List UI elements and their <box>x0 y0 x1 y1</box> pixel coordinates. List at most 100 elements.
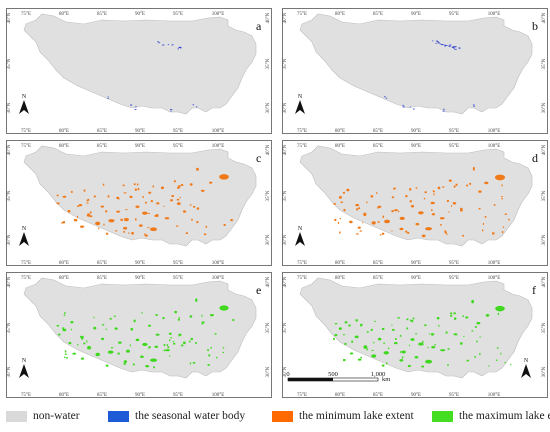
minimum-lake <box>452 201 457 205</box>
minimum-lake <box>415 222 420 226</box>
maximum-lake-small <box>471 330 474 332</box>
legend-label: the minimum lake extent <box>299 410 414 422</box>
maximum-lake-small <box>333 338 335 340</box>
seasonal-water-body <box>472 105 476 107</box>
seasonal-water-body <box>451 47 454 48</box>
minimum-lake-small <box>337 221 340 224</box>
seasonal-water-body <box>130 104 132 106</box>
maximum-lake <box>101 337 105 341</box>
lat-tick-right: 30°N <box>542 102 547 113</box>
seasonal-water-body <box>448 44 451 46</box>
maximum-lake-small <box>397 317 400 319</box>
lat-tick-left: 35°N <box>7 322 12 333</box>
lon-tick-bottom: 95°E <box>173 261 183 266</box>
seasonal-water-body <box>442 110 445 112</box>
lat-tick-left: 30°N <box>283 366 288 377</box>
maximum-lake <box>476 321 481 325</box>
lon-tick-top: 100°E <box>212 144 225 149</box>
legend: non-water the seasonal water body the mini… <box>0 400 550 432</box>
seasonal-water-body <box>455 46 457 48</box>
seasonal-water-body <box>449 44 452 46</box>
minimum-lake-small <box>432 190 436 193</box>
minimum-lake <box>100 205 104 208</box>
lat-tick-right: 35°N <box>542 190 547 201</box>
minimum-lake-small <box>105 210 108 213</box>
maximum-lake <box>406 327 409 330</box>
maximum-lake-small <box>366 331 369 333</box>
seasonal-water-body <box>437 42 440 44</box>
maximum-lake <box>135 338 140 342</box>
maximum-lake <box>445 331 448 334</box>
maximum-lake-small <box>102 324 105 326</box>
minimum-lake-small <box>405 230 408 233</box>
maximum-lake <box>334 334 338 337</box>
lon-tick-bottom: 90°E <box>135 129 145 134</box>
maximum-lake-small <box>447 363 449 367</box>
map-svg-b: 75°E 75°E 80°E 80°E 85°E 85°E 90°E 90°E 95°E 95°E… <box>282 8 548 134</box>
lon-tick-top: 95°E <box>173 276 183 281</box>
minimum-lake-small <box>409 200 412 203</box>
minimum-lake <box>170 199 174 202</box>
minimum-lake-small <box>433 193 435 196</box>
minimum-lake-small <box>193 205 196 208</box>
seasonal-water-body <box>435 40 438 42</box>
lat-tick-right: 40°N <box>266 12 271 23</box>
north-label: N <box>22 94 27 100</box>
lat-tick-left: 35°N <box>7 190 12 201</box>
panel-label: e <box>256 283 261 297</box>
maximum-lake <box>95 352 100 357</box>
minimum-lake-small <box>362 222 364 224</box>
maximum-lake-small <box>496 359 498 361</box>
lon-tick-top: 95°E <box>173 144 183 149</box>
minimum-lake <box>164 217 170 220</box>
maximum-lake-small <box>406 318 409 321</box>
maximum-lake-small <box>117 352 120 355</box>
maximum-lake-small <box>412 317 415 320</box>
maximum-lake <box>460 342 463 345</box>
lon-tick-top: 90°E <box>135 12 145 17</box>
minimum-lake <box>472 166 475 171</box>
minimum-lake-small <box>379 234 382 236</box>
minimum-lake <box>357 226 361 229</box>
minimum-lake-small <box>501 184 503 187</box>
maximum-lake-small <box>474 356 477 358</box>
maximum-lake <box>409 319 413 322</box>
minimum-lake-small <box>189 204 192 206</box>
seasonal-water-body <box>435 42 437 44</box>
maximum-lake-small <box>415 333 418 335</box>
minimum-lake-small <box>98 227 100 230</box>
minimum-lake <box>123 217 129 222</box>
maximum-lake-small <box>479 336 481 338</box>
minimum-lake <box>453 185 456 188</box>
maximum-lake <box>219 305 229 311</box>
maximum-lake <box>453 333 458 336</box>
maximum-lake <box>182 341 186 345</box>
lat-tick-right: 40°N <box>542 276 547 287</box>
maximum-lake-small <box>427 346 429 349</box>
maximum-lake-small <box>153 366 156 369</box>
maximum-lake <box>344 321 348 324</box>
maximum-lake-small <box>462 315 464 317</box>
minimum-lake-small <box>442 186 445 188</box>
maximum-lake-small <box>453 312 456 315</box>
maximum-lake-small <box>169 339 171 342</box>
maximum-lake-small <box>366 348 369 351</box>
minimum-lake-small <box>136 183 139 186</box>
minimum-lake-small <box>431 209 433 212</box>
lat-tick-right: 30°N <box>266 234 271 245</box>
minimum-lake-small <box>209 182 212 184</box>
maximum-lake <box>370 328 373 332</box>
minimum-lake-small <box>423 197 426 200</box>
lon-tick-top: 80°E <box>59 12 69 17</box>
seasonal-water-body <box>448 46 451 47</box>
lat-tick-left: 40°N <box>283 144 288 155</box>
minimum-lake-small <box>501 231 504 234</box>
maximum-lake <box>68 341 72 345</box>
minimum-lake-small <box>382 215 385 218</box>
lon-tick-top: 80°E <box>59 276 69 281</box>
seasonal-water-body <box>172 44 174 46</box>
seasonal-water-body <box>177 48 180 50</box>
minimum-lake-small <box>444 230 446 232</box>
lat-tick-left: 35°N <box>7 58 12 69</box>
lon-tick-top: 90°E <box>135 276 145 281</box>
